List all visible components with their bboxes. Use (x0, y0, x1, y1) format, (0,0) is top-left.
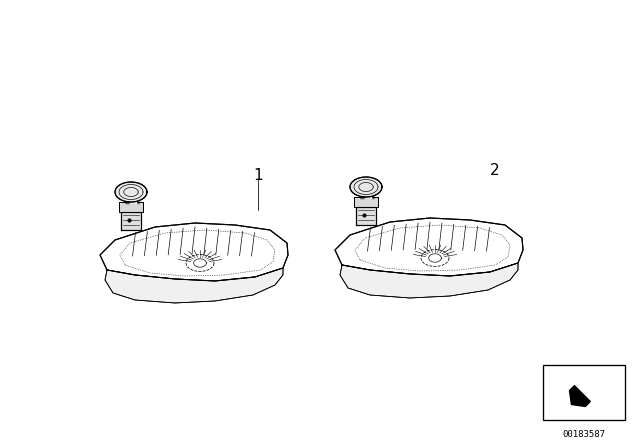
Polygon shape (121, 212, 141, 230)
Polygon shape (105, 268, 283, 303)
Polygon shape (356, 207, 376, 225)
Bar (543, 365, 625, 420)
Polygon shape (340, 263, 518, 298)
Polygon shape (115, 182, 147, 202)
Polygon shape (570, 386, 590, 406)
Polygon shape (119, 202, 143, 212)
Text: 1: 1 (253, 168, 263, 182)
Text: 00183587: 00183587 (563, 430, 605, 439)
Polygon shape (354, 197, 378, 207)
Text: 2: 2 (490, 163, 500, 177)
Polygon shape (350, 177, 382, 197)
Polygon shape (335, 218, 523, 276)
Polygon shape (100, 223, 288, 281)
